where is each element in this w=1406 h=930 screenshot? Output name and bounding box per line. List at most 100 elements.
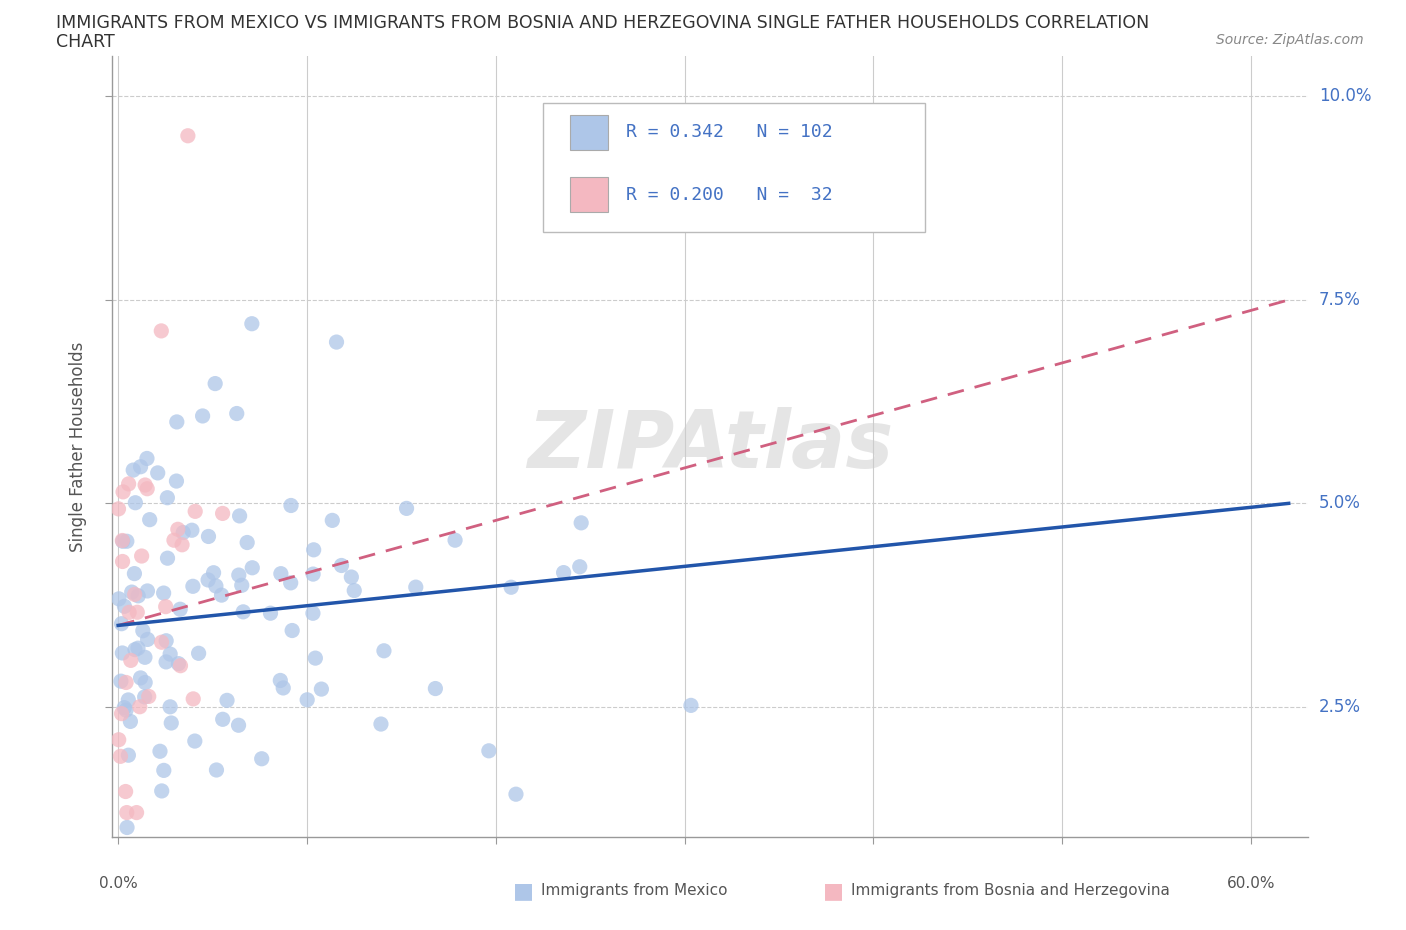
Point xyxy=(136,632,159,647)
Point xyxy=(163,533,186,548)
Point xyxy=(444,533,467,548)
Point xyxy=(228,509,250,524)
Point xyxy=(425,681,447,696)
Point xyxy=(136,482,159,497)
Point xyxy=(127,604,149,619)
Point xyxy=(138,689,160,704)
Point xyxy=(240,561,263,576)
Point xyxy=(124,587,146,602)
Point xyxy=(478,743,501,758)
Point xyxy=(501,579,523,594)
Point xyxy=(370,717,392,732)
Point xyxy=(169,602,191,617)
Text: ■: ■ xyxy=(513,881,534,901)
Point xyxy=(132,623,155,638)
Point xyxy=(270,566,292,581)
Point xyxy=(395,501,418,516)
Point xyxy=(114,784,136,799)
Point xyxy=(202,565,225,580)
Point xyxy=(155,633,177,648)
Point xyxy=(127,589,149,604)
Point xyxy=(236,535,259,550)
Point xyxy=(191,408,214,423)
Point xyxy=(134,478,156,493)
Point xyxy=(153,763,176,777)
Point xyxy=(197,573,219,588)
Text: ■: ■ xyxy=(823,881,844,901)
Point xyxy=(107,501,129,516)
Point xyxy=(115,805,138,820)
Point xyxy=(134,675,156,690)
Point xyxy=(117,476,139,491)
FancyBboxPatch shape xyxy=(543,102,925,232)
Point xyxy=(108,591,131,606)
Point xyxy=(321,513,343,528)
Point xyxy=(180,523,202,538)
Point xyxy=(117,693,139,708)
Point xyxy=(172,525,194,540)
Point xyxy=(340,569,363,584)
Point xyxy=(159,646,181,661)
Point xyxy=(134,650,156,665)
Point xyxy=(136,451,159,466)
Point xyxy=(281,623,304,638)
Point xyxy=(269,673,291,688)
Text: R = 0.342   N = 102: R = 0.342 N = 102 xyxy=(627,123,832,141)
Point xyxy=(125,805,148,820)
Point xyxy=(280,576,302,591)
Point xyxy=(121,585,143,600)
Point xyxy=(111,554,134,569)
Point xyxy=(569,515,592,530)
Point xyxy=(304,651,326,666)
Point xyxy=(184,734,207,749)
Point xyxy=(124,496,146,511)
Point xyxy=(110,749,132,764)
Point xyxy=(127,641,149,656)
Point xyxy=(177,128,200,143)
Point xyxy=(181,578,204,593)
Point xyxy=(228,567,250,582)
Point xyxy=(131,549,153,564)
Point xyxy=(160,715,183,730)
Point xyxy=(150,635,173,650)
Point xyxy=(204,376,226,391)
Point xyxy=(205,578,228,593)
FancyBboxPatch shape xyxy=(571,114,609,150)
Point xyxy=(250,751,273,766)
Text: 2.5%: 2.5% xyxy=(1319,698,1361,716)
Point xyxy=(112,599,135,614)
Point xyxy=(122,462,145,477)
Point xyxy=(325,335,347,350)
Point xyxy=(110,617,132,631)
Point xyxy=(187,645,209,660)
Point xyxy=(311,682,333,697)
Text: R = 0.200   N =  32: R = 0.200 N = 32 xyxy=(627,186,832,204)
Point xyxy=(129,459,152,474)
Point xyxy=(150,783,173,798)
FancyBboxPatch shape xyxy=(571,177,609,212)
Y-axis label: Single Father Households: Single Father Households xyxy=(69,341,87,551)
Text: 7.5%: 7.5% xyxy=(1319,291,1361,309)
Point xyxy=(150,324,173,339)
Point xyxy=(124,643,146,658)
Point xyxy=(117,748,139,763)
Point xyxy=(166,522,188,537)
Point xyxy=(112,485,135,499)
Point xyxy=(211,711,233,726)
Point xyxy=(111,534,134,549)
Point xyxy=(149,744,172,759)
Point xyxy=(405,579,427,594)
Point xyxy=(330,558,353,573)
Point xyxy=(120,653,142,668)
Point xyxy=(169,658,191,673)
Point xyxy=(295,692,318,707)
Point xyxy=(138,512,160,527)
Point xyxy=(152,586,174,601)
Text: IMMIGRANTS FROM MEXICO VS IMMIGRANTS FROM BOSNIA AND HERZEGOVINA SINGLE FATHER H: IMMIGRANTS FROM MEXICO VS IMMIGRANTS FRO… xyxy=(56,14,1150,32)
Point xyxy=(553,565,575,580)
Point xyxy=(115,534,138,549)
Point xyxy=(120,714,142,729)
Point xyxy=(124,566,146,581)
Point xyxy=(240,316,263,331)
Point xyxy=(166,415,188,430)
